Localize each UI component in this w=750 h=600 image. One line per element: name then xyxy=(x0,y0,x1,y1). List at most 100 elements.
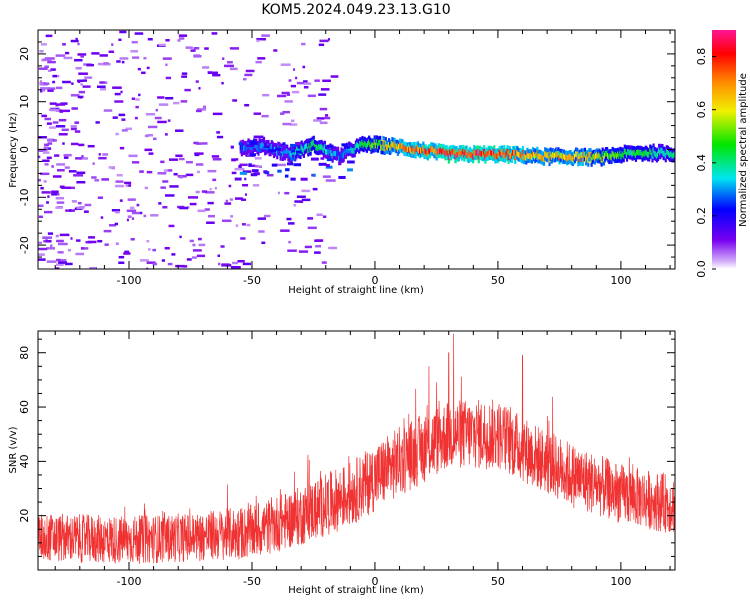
spectrogram-cell xyxy=(615,153,619,160)
spectrogram-cell xyxy=(237,259,245,263)
spectrogram-cell xyxy=(582,152,585,158)
spectrogram-cell xyxy=(225,199,229,203)
spectrogram-cell xyxy=(445,148,448,155)
spectrogram-cell xyxy=(91,52,100,55)
spectrogram-cell xyxy=(496,153,499,160)
spectrogram-cell xyxy=(613,153,616,160)
spectrogram-cell xyxy=(121,118,126,121)
spectrogram-cell xyxy=(115,180,124,183)
spectrogram-cell xyxy=(252,184,260,187)
spectrogram-cell xyxy=(112,86,122,89)
spectrogram-cell xyxy=(628,149,631,155)
spectrogram-cell xyxy=(111,209,121,212)
spectrogram-cell xyxy=(193,54,201,57)
spectrogram-cells xyxy=(38,30,675,269)
spectrogram-cell xyxy=(660,147,663,154)
spectrogram-cell xyxy=(622,152,625,159)
spectrogram-cell xyxy=(648,151,651,158)
spectrogram-cell xyxy=(250,144,255,148)
spectrogram-cell xyxy=(410,148,413,154)
spectrogram-cell xyxy=(364,141,367,148)
spectrogram-cell xyxy=(619,150,622,157)
spectrogram-cell xyxy=(103,62,109,65)
spectrogram-cell xyxy=(47,69,52,73)
spectrogram-cell xyxy=(46,156,52,160)
spectrogram-cell xyxy=(245,146,248,153)
spectrogram-cell xyxy=(197,209,206,213)
spectrogram-cell xyxy=(76,171,86,175)
spectrogram-cell xyxy=(80,247,85,250)
spectrogram-cell xyxy=(181,75,188,78)
spectrogram-cell xyxy=(306,140,311,144)
spectrogram-cell xyxy=(490,150,494,157)
x-tick-label: -50 xyxy=(243,274,261,287)
spectrogram-cell xyxy=(313,143,317,150)
spectrogram-cell xyxy=(195,190,200,194)
spectrogram-cell xyxy=(207,214,215,218)
spectrogram-cell xyxy=(195,163,204,166)
spectrogram-cell xyxy=(61,128,69,132)
spectrogram-cell xyxy=(592,153,595,160)
x-tick-label: 0 xyxy=(371,274,378,287)
spectrogram-cell xyxy=(202,66,210,69)
spectrogram-cell xyxy=(214,186,217,190)
spectrogram-cell xyxy=(463,152,466,158)
spectrogram-cell xyxy=(38,247,48,251)
spectrogram-cell xyxy=(327,149,330,156)
spectrogram-cell xyxy=(425,149,428,156)
spectrogram-cell xyxy=(327,144,334,148)
spectrogram-cell xyxy=(654,151,657,158)
spectrogram-cell xyxy=(79,157,88,160)
spectrogram-cell xyxy=(141,71,146,75)
spectrogram-cell xyxy=(435,150,438,157)
spectrogram-cell xyxy=(76,206,84,210)
spectrogram-cell xyxy=(338,155,341,162)
x-tick-label: 100 xyxy=(610,274,631,287)
spectrogram-cell xyxy=(446,150,449,157)
spectrogram-cell xyxy=(82,85,91,88)
spectrogram-cell xyxy=(371,142,374,148)
spectrogram-cell xyxy=(579,156,582,162)
spectrogram-cell xyxy=(101,178,110,181)
spectrogram-cell xyxy=(59,233,70,237)
spectrogram-cell xyxy=(206,221,215,224)
colorbar-tick-label: 0.6 xyxy=(695,101,708,119)
spectrogram-cell xyxy=(598,152,601,159)
spectrogram-cell xyxy=(437,147,440,153)
spectrogram-cell xyxy=(38,253,45,256)
spectrogram-cell xyxy=(84,76,93,79)
spectrogram-cell xyxy=(646,151,650,158)
spectrogram-cell xyxy=(160,160,165,164)
spectrogram-cell xyxy=(229,198,233,201)
spectrogram-cell xyxy=(230,215,233,218)
spectrogram-cell xyxy=(148,152,154,155)
spectrogram-cell xyxy=(319,39,329,43)
spectrogram-cell xyxy=(382,139,385,146)
spectrogram-cell xyxy=(318,143,321,150)
spectrogram-cell xyxy=(314,79,320,82)
spectrogram-cell xyxy=(293,151,297,158)
spectrogram-cell xyxy=(235,158,239,161)
x-tick-label: 0 xyxy=(371,575,378,588)
spectrogram-cell xyxy=(157,96,165,99)
spectrogram-cell xyxy=(384,140,387,147)
spectrogram-cell xyxy=(373,139,376,145)
spectrogram-cell xyxy=(165,39,170,42)
spectrogram-cell xyxy=(612,151,615,158)
spectrogram-cell xyxy=(548,156,551,163)
spectrogram-cell xyxy=(255,60,262,64)
spectrogram-cell xyxy=(212,178,217,182)
spectrogram-cell xyxy=(651,152,654,159)
spectrogram-cell xyxy=(343,145,351,149)
spectrogram-cell xyxy=(478,149,481,156)
spectrogram-cell xyxy=(300,177,308,181)
spectrogram-cell xyxy=(538,153,541,160)
spectrogram-cell xyxy=(230,265,241,269)
spectrogram-cell xyxy=(201,190,208,193)
spectrogram-cell xyxy=(366,141,370,147)
spectrogram-cell xyxy=(88,236,95,239)
spectrogram-cell xyxy=(451,148,454,155)
spectrogram-cell xyxy=(624,149,628,155)
spectrogram-cell xyxy=(69,186,76,190)
spectrogram-cell xyxy=(588,151,591,158)
